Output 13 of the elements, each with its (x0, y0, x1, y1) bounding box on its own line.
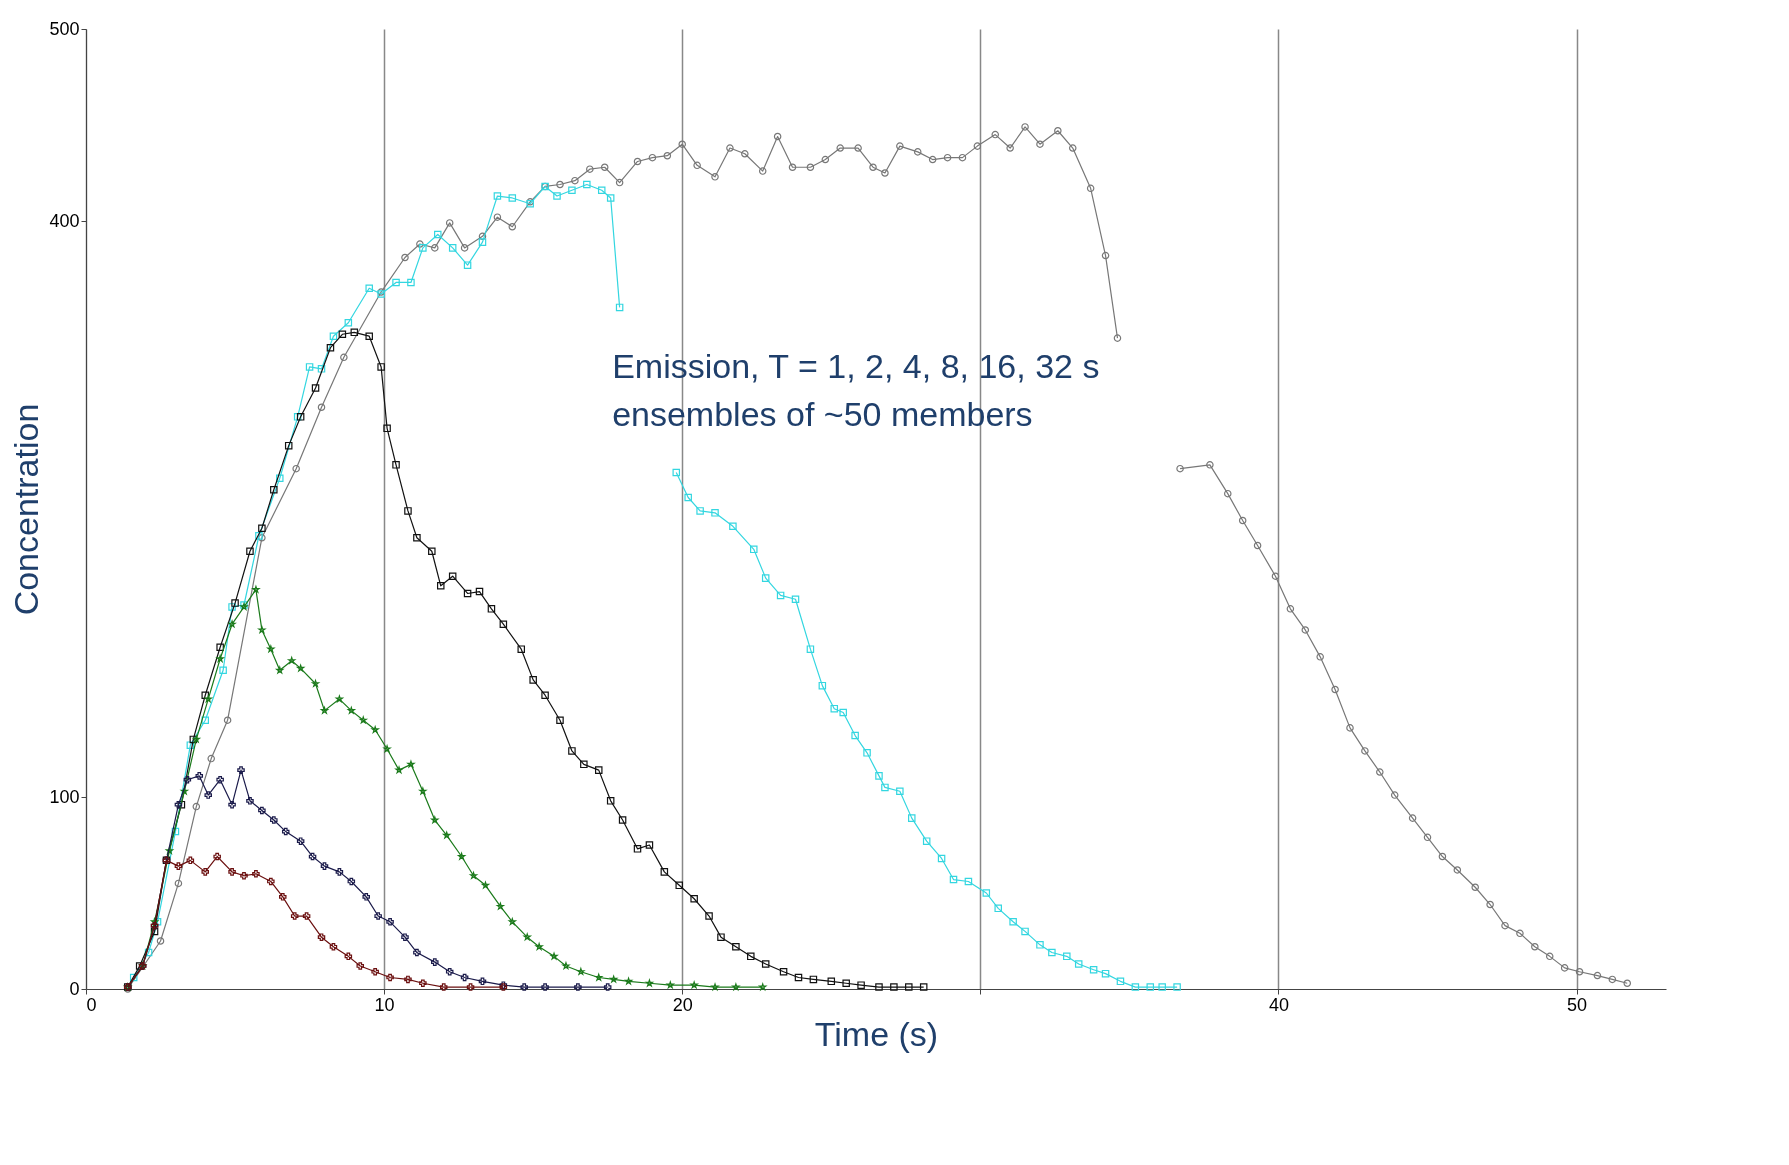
x-tick-label: 0 (86, 994, 97, 1015)
x-tick-label: 20 (672, 994, 693, 1015)
x-axis-title: Time (s) (814, 1014, 939, 1053)
y-axis-title: Concentration (7, 403, 46, 616)
y-tick-label: 400 (49, 210, 80, 231)
y-tick-label: 500 (49, 18, 80, 39)
x-tick-label: 50 (1567, 994, 1588, 1015)
y-tick-label: 0 (69, 978, 80, 999)
x-tick-label: 40 (1268, 994, 1289, 1015)
y-tick-label: 100 (49, 786, 80, 807)
x-tick-label: 10 (374, 994, 395, 1015)
annotation: ensembles of ~50 members (612, 394, 1033, 433)
annotation: Emission, T = 1, 2, 4, 8, 16, 32 s (612, 346, 1100, 385)
